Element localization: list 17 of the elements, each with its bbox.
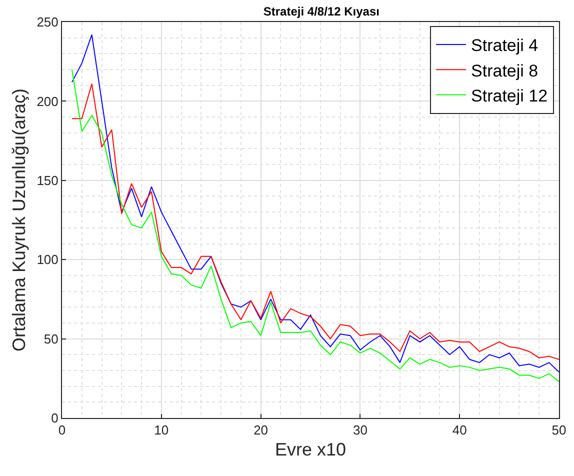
- legend-label: Strateji 8: [471, 61, 538, 80]
- x-tick-label: 20: [254, 422, 268, 438]
- x-tick-label: 30: [352, 422, 368, 438]
- y-tick-label: 150: [36, 172, 58, 188]
- x-axis-title: Evre x10: [274, 440, 346, 460]
- legend-label: Strateji 12: [471, 86, 548, 106]
- x-tick-label: 50: [552, 422, 566, 438]
- y-axis-title: Ortalama Kuyruk Uzunluğu(araç): [8, 88, 29, 352]
- x-tick-label: 10: [154, 422, 169, 438]
- y-tick-label: 0: [51, 410, 58, 426]
- y-tick-label: 100: [36, 252, 58, 268]
- y-tick-label: 200: [36, 94, 58, 109]
- y-tick-label: 250: [36, 14, 58, 30]
- chart-title: Strateji 4/8/12 Kıyası: [263, 4, 380, 19]
- x-tick-label: 40: [452, 422, 467, 438]
- legend-label: Strateji 4: [471, 36, 538, 56]
- y-tick-label: 50: [44, 331, 58, 346]
